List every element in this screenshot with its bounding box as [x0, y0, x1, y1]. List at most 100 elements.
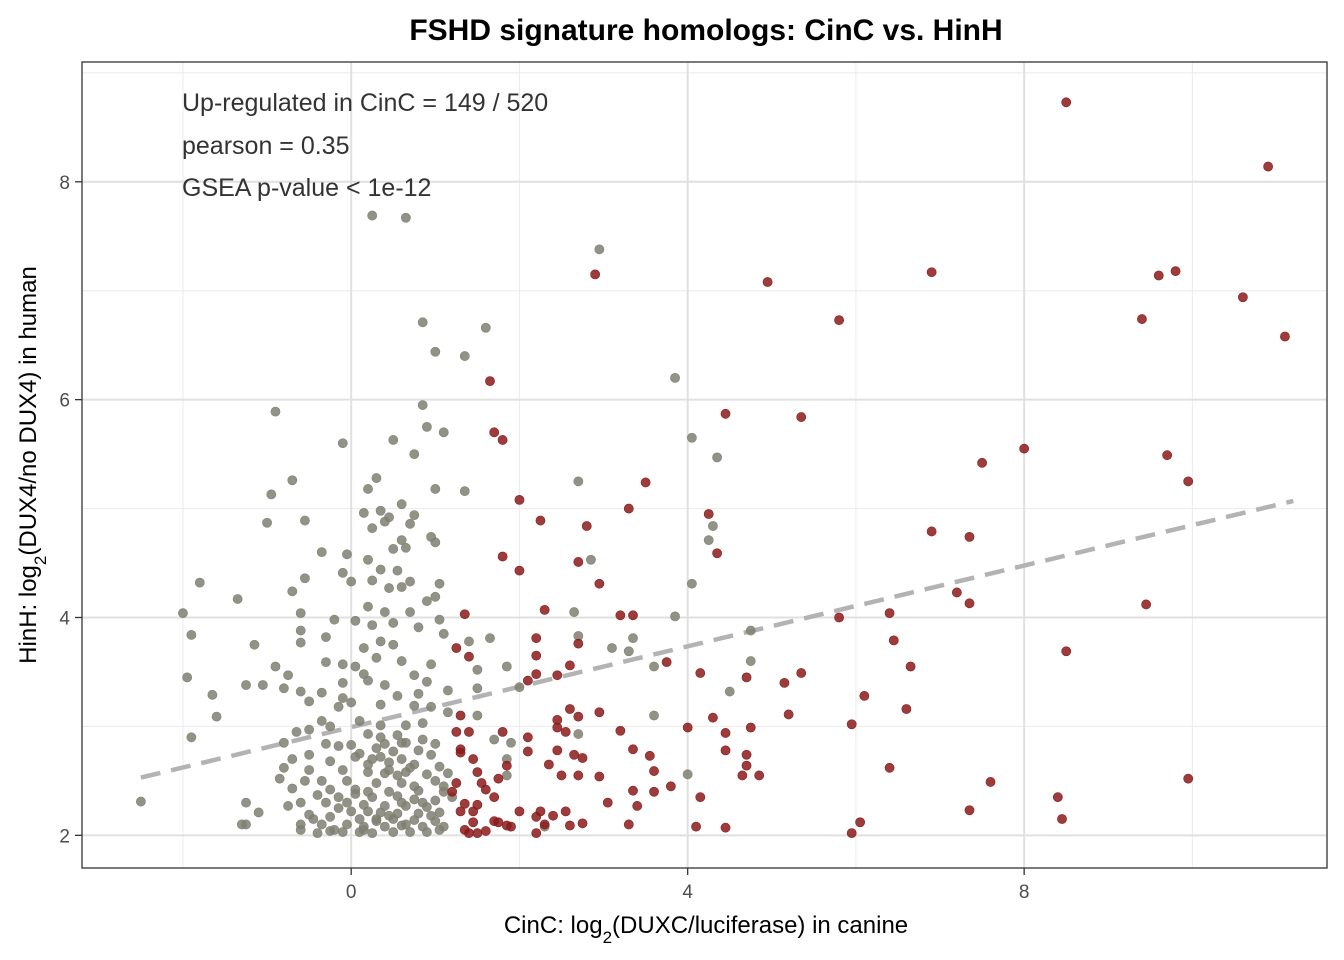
point-not-up-regulated — [409, 449, 420, 460]
point-not-up-regulated — [371, 778, 382, 788]
y-tick-label: 4 — [59, 608, 70, 629]
point-not-up-regulated — [283, 801, 293, 811]
point-not-up-regulated — [363, 786, 373, 797]
point-up-regulated — [1052, 792, 1063, 803]
point-not-up-regulated — [443, 768, 453, 779]
point-not-up-regulated — [178, 608, 188, 619]
point-not-up-regulated — [421, 421, 432, 432]
point-not-up-regulated — [409, 794, 420, 805]
point-not-up-regulated — [350, 789, 361, 799]
x-tick-label: 8 — [1019, 882, 1030, 903]
point-not-up-regulated — [430, 537, 441, 548]
point-up-regulated — [720, 822, 731, 833]
point-not-up-regulated — [304, 696, 315, 707]
point-not-up-regulated — [506, 737, 516, 748]
point-up-regulated — [640, 477, 651, 488]
point-not-up-regulated — [409, 670, 420, 681]
points-up-regulated-in-cinc — [447, 97, 1290, 839]
point-not-up-regulated — [472, 683, 483, 694]
x-axis-title: CinC: log2(DUXC/luciferase) in canine — [504, 912, 908, 947]
point-up-regulated — [531, 669, 542, 680]
point-up-regulated — [485, 376, 495, 387]
point-not-up-regulated — [573, 729, 584, 739]
point-not-up-regulated — [586, 554, 596, 565]
point-up-regulated — [741, 760, 752, 771]
point-not-up-regulated — [333, 803, 344, 813]
point-not-up-regulated — [367, 575, 378, 586]
point-not-up-regulated — [409, 815, 420, 825]
point-not-up-regulated — [367, 754, 378, 764]
point-up-regulated — [455, 710, 466, 721]
y-tick-label: 2 — [59, 826, 70, 847]
point-not-up-regulated — [316, 547, 327, 558]
point-not-up-regulated — [367, 210, 378, 221]
point-not-up-regulated — [670, 372, 680, 383]
point-not-up-regulated — [388, 618, 399, 628]
point-not-up-regulated — [485, 633, 495, 644]
point-up-regulated — [560, 726, 571, 737]
point-not-up-regulated — [388, 746, 399, 757]
point-up-regulated — [493, 773, 504, 784]
point-not-up-regulated — [421, 676, 432, 687]
point-not-up-regulated — [325, 811, 336, 822]
point-not-up-regulated — [438, 427, 449, 438]
point-not-up-regulated — [371, 816, 382, 827]
point-not-up-regulated — [430, 775, 441, 786]
point-up-regulated — [468, 817, 479, 828]
point-not-up-regulated — [405, 518, 415, 529]
point-not-up-regulated — [337, 693, 348, 703]
point-up-regulated — [691, 821, 701, 832]
point-not-up-regulated — [607, 643, 617, 653]
point-up-regulated — [985, 777, 996, 787]
point-not-up-regulated — [413, 745, 424, 756]
point-up-regulated — [455, 806, 466, 817]
point-not-up-regulated — [375, 505, 386, 516]
point-up-regulated — [497, 435, 508, 445]
point-up-regulated — [884, 762, 895, 773]
point-not-up-regulated — [287, 475, 298, 486]
point-not-up-regulated — [649, 710, 659, 721]
point-not-up-regulated — [480, 322, 491, 333]
point-not-up-regulated — [392, 730, 403, 741]
point-up-regulated — [514, 565, 525, 576]
point-not-up-regulated — [316, 775, 327, 786]
plot-background — [82, 62, 1327, 868]
point-not-up-regulated — [384, 810, 394, 821]
point-not-up-regulated — [321, 797, 331, 808]
point-not-up-regulated — [405, 576, 415, 587]
point-up-regulated — [531, 650, 542, 661]
point-not-up-regulated — [371, 743, 382, 754]
point-not-up-regulated — [249, 639, 260, 650]
point-not-up-regulated — [287, 754, 298, 764]
point-not-up-regulated — [346, 697, 357, 708]
point-not-up-regulated — [367, 620, 378, 631]
point-up-regulated — [506, 821, 516, 832]
point-up-regulated — [1183, 773, 1194, 784]
point-not-up-regulated — [459, 351, 470, 361]
point-not-up-regulated — [278, 683, 289, 694]
point-not-up-regulated — [346, 576, 357, 587]
point-up-regulated — [754, 770, 765, 781]
point-up-regulated — [1061, 646, 1072, 657]
point-up-regulated — [846, 719, 857, 730]
point-not-up-regulated — [253, 807, 264, 818]
point-not-up-regulated — [745, 656, 756, 666]
point-not-up-regulated — [241, 680, 251, 690]
point-not-up-regulated — [417, 400, 428, 410]
point-up-regulated — [594, 771, 605, 782]
point-up-regulated — [468, 806, 479, 817]
point-not-up-regulated — [434, 578, 445, 589]
point-up-regulated — [573, 770, 584, 781]
point-not-up-regulated — [417, 797, 428, 808]
point-not-up-regulated — [300, 515, 310, 526]
point-not-up-regulated — [337, 438, 348, 449]
point-not-up-regulated — [379, 680, 390, 690]
point-up-regulated — [846, 828, 857, 839]
point-not-up-regulated — [434, 824, 445, 835]
point-up-regulated — [451, 643, 462, 653]
point-up-regulated — [926, 526, 937, 537]
point-not-up-regulated — [430, 591, 441, 602]
point-not-up-regulated — [430, 484, 441, 494]
point-not-up-regulated — [421, 827, 432, 837]
point-up-regulated — [661, 657, 672, 668]
